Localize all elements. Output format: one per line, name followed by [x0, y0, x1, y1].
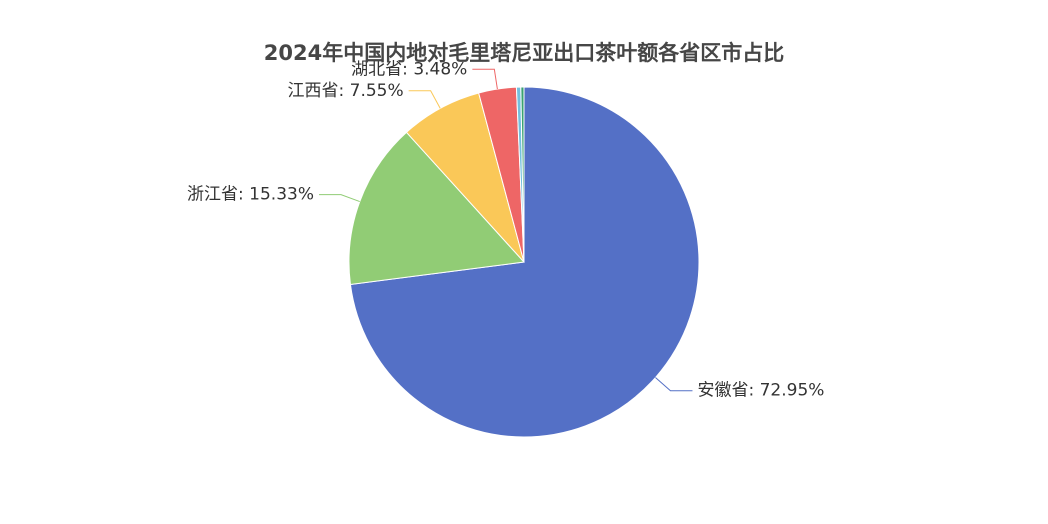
label-value: 3.48%: [413, 59, 467, 79]
slice-label: 湖北省: 3.48%: [351, 59, 467, 79]
label-value: 15.33%: [249, 185, 314, 205]
label-line: [472, 68, 498, 90]
label-category: 浙江省: [187, 185, 238, 205]
slice-label: 安徽省: 72.95%: [697, 381, 824, 401]
label-category: 安徽省: [697, 381, 748, 401]
label-separator: :: [402, 59, 413, 79]
label-separator: :: [238, 185, 249, 205]
label-separator: :: [338, 81, 349, 101]
label-value: 72.95%: [760, 381, 825, 401]
label-line: [319, 194, 360, 203]
label-line: [408, 90, 441, 109]
pie-slice: [348, 131, 526, 286]
labels: 安徽省: 72.95% 浙江省: 15.33% 江西省: 7.55%湖北省: 3.4…: [187, 59, 824, 400]
pie-slice: [520, 86, 525, 263]
slice-label: 江西省: 7.55%: [287, 81, 403, 101]
label-separator: :: [748, 381, 759, 401]
label-line: [655, 377, 693, 392]
slice-label: 浙江省: 15.33%: [187, 185, 314, 205]
chart-title: 2024年中国内地对毛里塔尼亚出口茶叶额各省区市占比: [264, 41, 784, 65]
pie-slice: [349, 86, 700, 438]
label-category: 江西省: [287, 81, 338, 101]
slices: [348, 86, 700, 438]
label-category: 湖北省: [351, 59, 402, 79]
label-value: 7.55%: [350, 81, 404, 101]
